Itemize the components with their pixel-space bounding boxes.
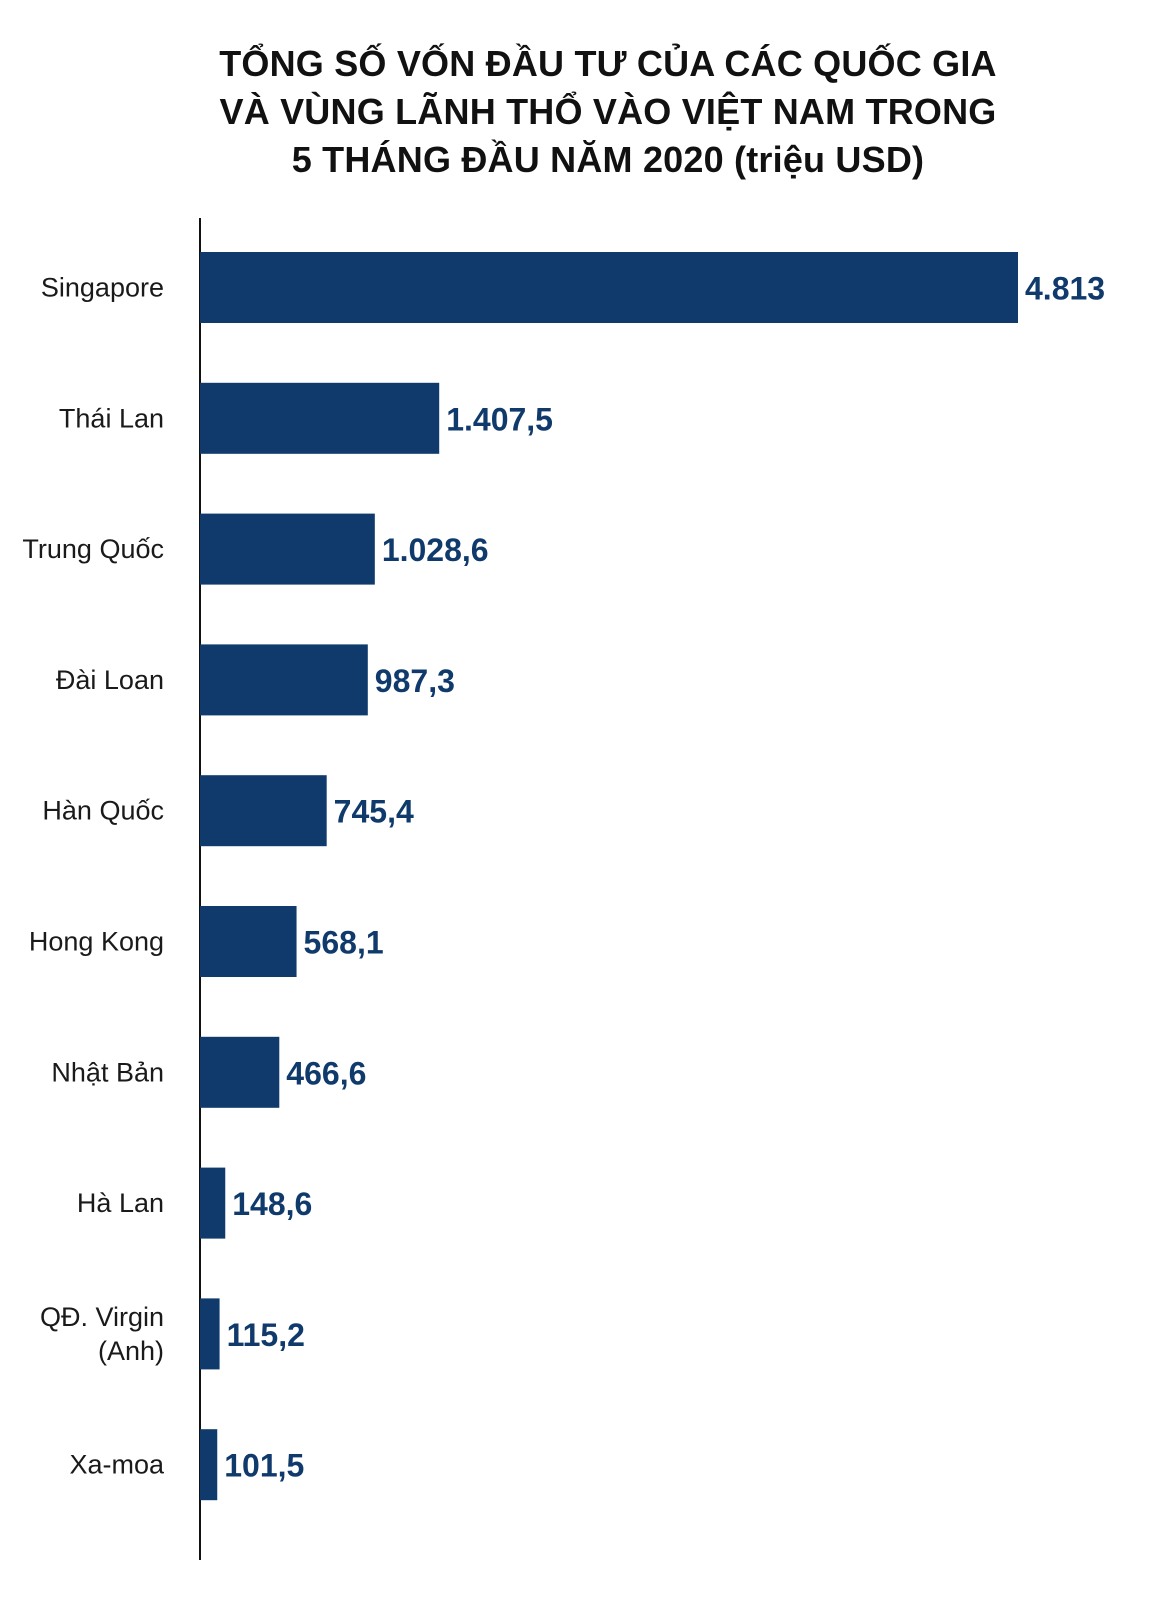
bar [200, 906, 297, 977]
bar [200, 1298, 220, 1370]
value-label: 148,6 [232, 1186, 312, 1222]
value-label: 1.407,5 [446, 401, 553, 437]
bar [200, 252, 1018, 323]
value-label: 466,6 [286, 1055, 366, 1091]
bar [200, 513, 375, 585]
category-label: (Anh) [98, 1336, 164, 1366]
value-label: 568,1 [304, 925, 384, 961]
bar [200, 775, 327, 847]
category-label: Nhật Bản [51, 1057, 164, 1087]
chart-title-line-2: VÀ VÙNG LÃNH THỔ VÀO VIỆT NAM TRONG [219, 91, 997, 132]
value-label: 987,3 [375, 663, 455, 699]
category-label: Trung Quốc [22, 534, 164, 564]
bar [200, 644, 368, 716]
value-label: 4.813 [1025, 271, 1105, 307]
category-label: Thái Lan [59, 403, 164, 433]
category-label: Đài Loan [56, 665, 164, 695]
bar [200, 1036, 280, 1108]
bar [200, 382, 440, 454]
category-label: Hà Lan [77, 1188, 164, 1218]
value-label: 115,2 [227, 1317, 305, 1353]
bar [200, 1167, 226, 1239]
category-label: Xa-moa [69, 1450, 165, 1480]
value-label: 101,5 [224, 1448, 304, 1484]
category-label: Hong Kong [29, 927, 164, 957]
value-label: 745,4 [334, 794, 414, 830]
bar [200, 1429, 218, 1501]
category-label: QĐ. Virgin [40, 1302, 164, 1332]
chart-title: TỔNG SỐ VỐN ĐẦU TƯ CỦA CÁC QUỐC GIA VÀ V… [0, 40, 1160, 184]
category-label: Hàn Quốc [42, 796, 164, 826]
category-label: Singapore [41, 273, 164, 303]
chart-title-line-1: TỔNG SỐ VỐN ĐẦU TƯ CỦA CÁC QUỐC GIA [219, 43, 997, 84]
chart-title-line-3: 5 THÁNG ĐẦU NĂM 2020 (triệu USD) [291, 139, 925, 180]
value-label: 1.028,6 [382, 532, 489, 568]
